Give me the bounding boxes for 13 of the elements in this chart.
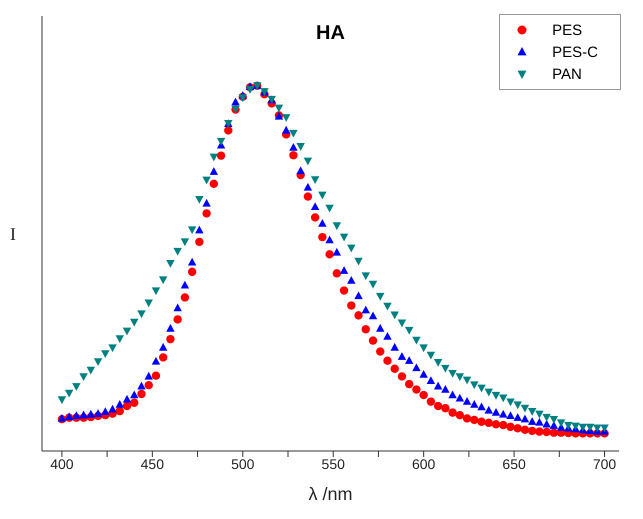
x-axis-title: λ /nm <box>308 484 353 504</box>
legend-label: PAN <box>552 66 582 82</box>
legend-label: PES <box>552 22 582 38</box>
y-axis-title: I <box>10 224 16 244</box>
x-tick-label: 550 <box>322 456 346 472</box>
x-tick-label: 700 <box>592 456 616 472</box>
legend-label: PES-C <box>552 44 598 60</box>
x-tick-label: 450 <box>140 456 164 472</box>
x-tick-label: 650 <box>502 456 526 472</box>
x-tick-label: 500 <box>231 456 255 472</box>
x-tick-label: 400 <box>50 456 74 472</box>
x-tick-label: 600 <box>412 456 436 472</box>
chart-title: HA <box>316 22 345 44</box>
